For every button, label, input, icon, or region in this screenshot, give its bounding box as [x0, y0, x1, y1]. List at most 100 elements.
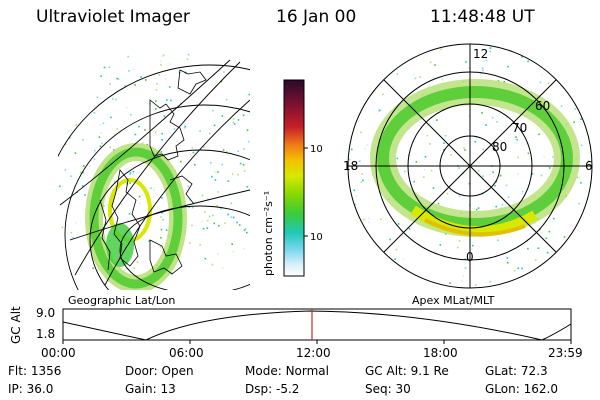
noise-speckle — [162, 218, 164, 221]
noise-speckle — [204, 211, 206, 213]
noise-speckle — [578, 177, 580, 179]
noise-speckle — [497, 239, 499, 242]
noise-speckle — [109, 146, 112, 149]
noise-speckle — [254, 172, 256, 174]
noise-speckle — [156, 82, 158, 85]
noise-speckle — [432, 187, 435, 189]
noise-speckle — [203, 146, 205, 149]
noise-speckle — [494, 184, 496, 187]
noise-speckle — [587, 160, 590, 162]
noise-speckle — [238, 224, 241, 226]
noise-speckle — [360, 181, 363, 183]
noise-speckle — [580, 182, 582, 184]
altitude-curve — [62, 310, 572, 341]
colorbar-tick-10: 10 — [310, 232, 322, 243]
flt-label: Flt: — [8, 364, 27, 378]
door-label: Door: — [125, 364, 158, 378]
noise-speckle — [59, 185, 61, 188]
noise-speckle — [578, 202, 580, 205]
noise-speckle — [449, 282, 451, 284]
noise-speckle — [214, 179, 217, 181]
noise-speckle — [367, 217, 370, 220]
noise-speckle — [540, 174, 543, 177]
noise-speckle — [222, 266, 224, 269]
noise-speckle — [212, 214, 214, 217]
noise-speckle — [257, 164, 259, 166]
noise-speckle — [61, 226, 64, 229]
seq-label: Seq: — [365, 382, 392, 396]
noise-speckle — [464, 258, 467, 260]
noise-speckle — [155, 100, 157, 102]
geographic-image-panel — [52, 53, 259, 290]
noise-speckle — [164, 78, 167, 81]
noise-speckle — [217, 171, 219, 173]
noise-speckle — [395, 248, 398, 251]
observation-time: 11:48:48 UT — [430, 7, 535, 27]
left-panel-caption: Geographic Lat/Lon — [68, 294, 176, 307]
noise-speckle — [223, 71, 225, 73]
noise-speckle — [367, 179, 369, 181]
noise-speckle — [394, 258, 396, 260]
colorbar-tick-100: 100 — [310, 144, 322, 155]
noise-speckle — [432, 76, 435, 79]
noise-speckle — [67, 130, 69, 133]
colorbar: photon cm⁻²s⁻¹ 100 10 — [262, 79, 322, 277]
noise-speckle — [396, 157, 399, 160]
noise-speckle — [162, 54, 165, 57]
noise-speckle — [513, 270, 516, 272]
noise-speckle — [495, 205, 497, 208]
noise-speckle — [481, 67, 484, 69]
noise-speckle — [515, 136, 517, 138]
orbit-timeline: GC Alt 9.0 1.8 00:00 06:00 12:00 18:00 2… — [9, 306, 583, 360]
noise-speckle — [73, 185, 76, 188]
noise-speckle — [489, 50, 491, 53]
noise-speckle — [527, 247, 529, 250]
noise-speckle — [52, 198, 54, 200]
noise-speckle — [382, 93, 384, 95]
polar-grid — [347, 43, 593, 289]
noise-speckle — [434, 64, 436, 66]
noise-speckle — [477, 207, 480, 209]
noise-speckle — [154, 131, 157, 134]
noise-speckle — [81, 185, 84, 187]
colorbar-gradient — [283, 79, 305, 277]
noise-speckle — [74, 152, 77, 154]
noise-speckle — [117, 78, 120, 80]
noise-speckle — [102, 122, 105, 125]
noise-speckle — [191, 224, 193, 227]
noise-speckle — [225, 151, 228, 153]
noise-speckle — [541, 231, 543, 234]
noise-speckle — [525, 142, 528, 145]
noise-speckle — [378, 109, 381, 112]
noise-speckle — [211, 175, 213, 178]
noise-speckle — [356, 195, 358, 197]
mlt-label-18: 18 — [343, 159, 358, 173]
noise-speckle — [160, 63, 162, 66]
noise-speckle — [202, 227, 205, 230]
noise-speckle — [206, 227, 209, 229]
noise-speckle — [148, 240, 150, 242]
gc-alt-label: GC Alt: — [365, 364, 407, 378]
noise-speckle — [120, 203, 123, 205]
noise-speckle — [64, 169, 67, 171]
timeline-ytick-high: 9.0 — [36, 306, 55, 320]
noise-speckle — [552, 156, 554, 158]
noise-speckle — [243, 148, 245, 150]
noise-speckle — [199, 130, 201, 132]
noise-speckle — [207, 198, 209, 200]
noise-speckle — [159, 246, 162, 248]
noise-speckle — [217, 191, 219, 193]
noise-speckle — [361, 173, 363, 175]
noise-speckle — [560, 105, 563, 107]
noise-speckle — [161, 132, 163, 135]
noise-speckle — [389, 238, 391, 241]
noise-speckle — [480, 72, 482, 75]
noise-speckle — [380, 218, 382, 220]
mode-label: Mode: — [245, 364, 282, 378]
noise-speckle — [429, 122, 431, 125]
noise-speckle — [183, 126, 186, 129]
noise-speckle — [209, 132, 211, 135]
right-panel-caption: Apex MLat/MLT — [412, 294, 495, 307]
noise-speckle — [574, 108, 577, 110]
noise-speckle — [242, 164, 245, 166]
